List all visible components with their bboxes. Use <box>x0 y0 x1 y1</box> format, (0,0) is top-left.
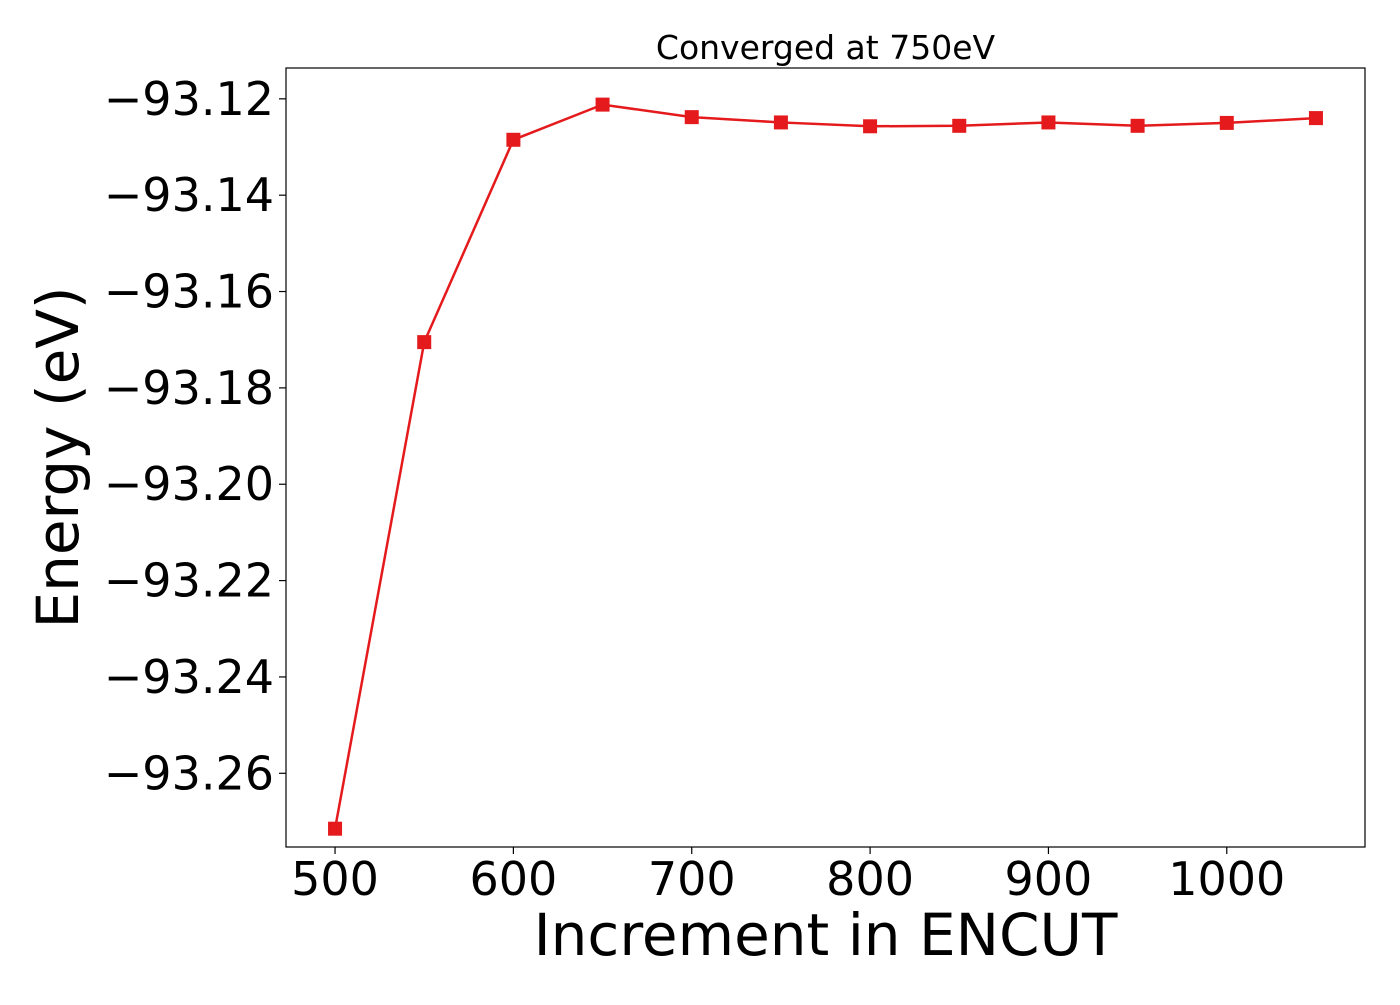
x-tick-label: 500 <box>291 852 379 906</box>
x-tick-label: 800 <box>826 852 914 906</box>
y-tick-label: −93.14 <box>104 168 274 222</box>
x-axis-title: Increment in ENCUT <box>534 901 1118 969</box>
y-tick-label: −93.24 <box>104 650 274 704</box>
x-axis: 500 600 700 800 900 1000 <box>291 847 1285 906</box>
data-point-marker <box>1219 115 1234 130</box>
x-tick-label: 1000 <box>1168 852 1285 906</box>
data-point-marker <box>863 119 878 134</box>
data-point-marker <box>773 115 788 130</box>
data-point-marker <box>1130 118 1145 133</box>
x-tick-label: 900 <box>1005 852 1093 906</box>
x-tick-label: 700 <box>648 852 736 906</box>
data-point-marker <box>1308 111 1323 126</box>
y-tick-label: −93.22 <box>104 554 274 608</box>
series-layer <box>328 97 1323 836</box>
data-point-marker <box>417 335 432 350</box>
y-tick-label: −93.26 <box>104 746 274 800</box>
chart-title: Converged at 750eV <box>656 28 996 67</box>
y-tick-label: −93.12 <box>104 72 274 126</box>
data-point-marker <box>1041 115 1056 130</box>
y-axis-title: Energy (eV) <box>24 286 92 628</box>
y-tick-label: −93.20 <box>104 457 274 511</box>
data-point-marker <box>684 110 699 125</box>
series-line <box>333 103 1317 829</box>
x-tick-label: 600 <box>469 852 557 906</box>
data-point-marker <box>595 97 610 112</box>
data-point-marker <box>328 821 343 836</box>
y-tick-label: −93.18 <box>104 361 274 415</box>
y-tick-label: −93.16 <box>104 265 274 319</box>
data-point-marker <box>952 118 967 133</box>
plot-area <box>285 67 1366 848</box>
y-axis: −93.12 −93.14 −93.16 −93.18 −93.20 −93.22 −93.… <box>104 72 286 800</box>
data-point-marker <box>506 132 521 147</box>
